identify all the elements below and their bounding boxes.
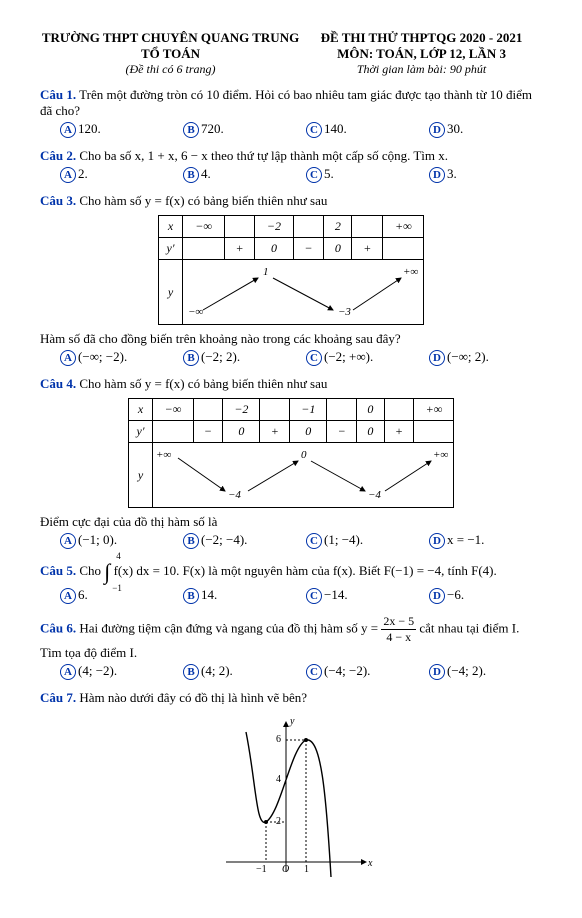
- option-a: A(−1; 0).: [60, 532, 173, 549]
- exam-subject: MÔN: TOÁN, LỚP 12, LẦN 3: [301, 46, 542, 62]
- exam-title: ĐỀ THI THỬ THPTQG 2020 - 2021: [301, 30, 542, 46]
- question-pre: Hai đường tiệm cận đứng và ngang của đồ …: [79, 620, 381, 635]
- option-c: C−14.: [306, 587, 419, 604]
- svg-text:−3: −3: [338, 306, 351, 318]
- question-3: Câu 3. Cho hàm số y = f(x) có bảng biến …: [40, 193, 542, 366]
- option-b: B(−2; −4).: [183, 532, 296, 549]
- option-d: D(−∞; 2).: [429, 349, 542, 366]
- page-header: TRƯỜNG THPT CHUYÊN QUANG TRUNG TỔ TOÁN (…: [40, 30, 542, 77]
- option-d: D30.: [429, 121, 542, 138]
- option-c: C(1; −4).: [306, 532, 419, 549]
- question-label: Câu 4.: [40, 376, 76, 391]
- question-label: Câu 3.: [40, 193, 76, 208]
- option-c: C5.: [306, 166, 419, 183]
- svg-text:x: x: [367, 858, 373, 869]
- question-label: Câu 2.: [40, 148, 76, 163]
- variation-table-q3: x −∞ −2 2 +∞ y′ + 0− 0+ y −∞ 1 −3 +∞: [158, 215, 425, 325]
- option-b: B4.: [183, 166, 296, 183]
- option-a: A(4; −2).: [60, 663, 173, 680]
- question-2: Câu 2. Cho ba số x, 1 + x, 6 − x theo th…: [40, 148, 542, 183]
- option-b: B(4; 2).: [183, 663, 296, 680]
- option-d: D−6.: [429, 587, 542, 604]
- option-c: C140.: [306, 121, 419, 138]
- option-d: D3.: [429, 166, 542, 183]
- svg-text:1: 1: [304, 864, 309, 875]
- question-7: Câu 7. Hàm nào dưới đây có đồ thị là hìn…: [40, 690, 542, 882]
- fraction: 2x − 5 4 − x: [381, 614, 416, 645]
- option-b: B720.: [183, 121, 296, 138]
- question-label: Câu 7.: [40, 690, 76, 705]
- option-d: D(−4; 2).: [429, 663, 542, 680]
- question-label: Câu 6.: [40, 620, 76, 635]
- option-a: A2.: [60, 166, 173, 183]
- svg-text:+∞: +∞: [156, 449, 171, 461]
- question-subtext: Điểm cực đại của đồ thị hàm số là: [40, 514, 542, 530]
- svg-text:0: 0: [301, 449, 307, 461]
- svg-text:O: O: [282, 864, 289, 875]
- question-text: Cho hàm số y = f(x) có bảng biến thiên n…: [79, 193, 327, 208]
- question-text: Cho ba số x, 1 + x, 6 − x theo thứ tự lậ…: [79, 148, 448, 163]
- question-4: Câu 4. Cho hàm số y = f(x) có bảng biến …: [40, 376, 542, 549]
- svg-text:+∞: +∞: [433, 449, 448, 461]
- variation-arrows-q4: +∞ −4 0 −4 +∞: [153, 443, 453, 503]
- option-c: C(−2; +∞).: [306, 349, 419, 366]
- svg-text:−∞: −∞: [188, 306, 203, 318]
- svg-text:y: y: [289, 716, 295, 727]
- option-c: C(−4; −2).: [306, 663, 419, 680]
- school-name: TRƯỜNG THPT CHUYÊN QUANG TRUNG: [40, 30, 301, 46]
- question-6: Câu 6. Hai đường tiệm cận đứng và ngang …: [40, 614, 542, 680]
- svg-text:−4: −4: [368, 489, 381, 501]
- option-b: B(−2; 2).: [183, 349, 296, 366]
- exam-time: Thời gian làm bài: 90 phút: [301, 62, 542, 77]
- page-count: (Đề thi có 6 trang): [40, 62, 301, 77]
- option-d: Dx = −1.: [429, 532, 542, 549]
- option-a: A(−∞; −2).: [60, 349, 173, 366]
- question-pre: Cho: [79, 563, 104, 578]
- dept-name: TỔ TOÁN: [40, 46, 301, 62]
- question-text: Hàm nào dưới đây có đồ thị là hình vẽ bê…: [79, 690, 307, 705]
- option-b: B14.: [183, 587, 296, 604]
- question-label: Câu 5.: [40, 563, 76, 578]
- svg-text:6: 6: [276, 734, 281, 745]
- question-1: Câu 1. Trên một đường tròn có 10 điểm. H…: [40, 87, 542, 138]
- svg-text:+∞: +∞: [403, 266, 418, 278]
- svg-text:1: 1: [263, 266, 269, 278]
- question-subtext: Hàm số đã cho đồng biến trên khoảng nào …: [40, 331, 542, 347]
- variation-arrows-q3: −∞ 1 −3 +∞: [183, 260, 423, 320]
- question-label: Câu 1.: [40, 87, 76, 102]
- svg-text:4: 4: [276, 774, 281, 785]
- question-post: f(x) dx = 10. F(x) là một nguyên hàm của…: [114, 563, 497, 578]
- question-text: Cho hàm số y = f(x) có bảng biến thiên n…: [79, 376, 327, 391]
- integral-icon: ∫: [104, 559, 110, 585]
- svg-text:−4: −4: [228, 489, 241, 501]
- svg-text:−1: −1: [256, 864, 267, 875]
- question-5: Câu 5. Cho 4 ∫ −1 f(x) dx = 10. F(x) là …: [40, 559, 542, 604]
- function-graph: x y 6 4 2 −1 O 1: [206, 712, 376, 882]
- option-a: A120.: [60, 121, 173, 138]
- variation-table-q4: x −∞ −2 −1 0 +∞ y′ − 0+ 0− 0+ y +∞ −4 0 …: [128, 398, 455, 508]
- question-text: Trên một đường tròn có 10 điểm. Hỏi có b…: [40, 87, 532, 118]
